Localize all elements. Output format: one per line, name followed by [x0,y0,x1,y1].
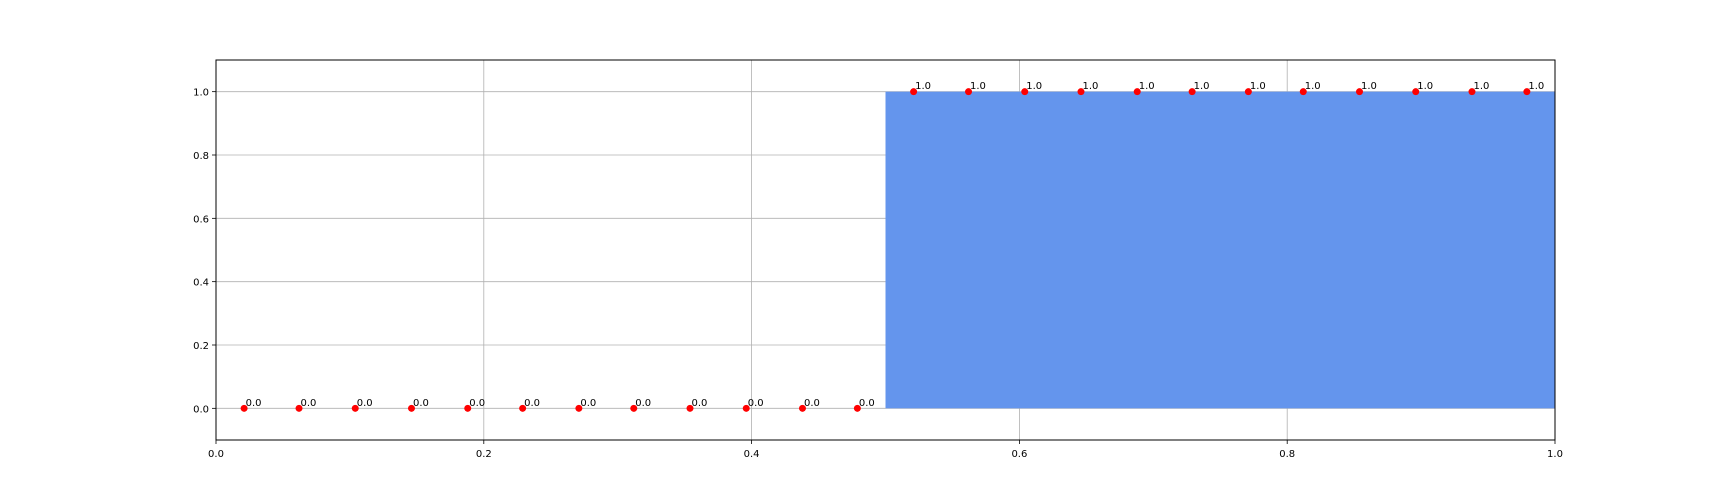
data-point [407,404,415,412]
x-tick-label: 0.0 [208,449,224,460]
data-label: 0.0 [635,398,651,409]
data-label: 0.0 [413,398,429,409]
data-label: 1.0 [1250,81,1266,92]
data-label: 1.0 [1194,81,1210,92]
data-label: 0.0 [357,398,373,409]
data-label: 1.0 [1082,81,1098,92]
data-label: 0.0 [246,398,262,409]
y-tick-label: 0.2 [193,341,209,352]
data-label: 1.0 [970,81,986,92]
data-label: 0.0 [859,398,875,409]
x-axis: 0.0 0.2 0.4 0.6 0.8 1.0 [208,440,1563,460]
data-label: 1.0 [1361,81,1377,92]
x-tick-label: 0.6 [1011,449,1027,460]
data-point [1299,88,1307,96]
data-label: 0.0 [748,398,764,409]
shaded-region [885,91,1555,409]
x-tick-label: 0.2 [476,449,492,460]
data-label: 1.0 [1139,81,1155,92]
data-label: 1.0 [1528,81,1544,92]
data-point [351,404,359,412]
data-label: 1.0 [1305,81,1321,92]
data-label: 0.0 [524,398,540,409]
data-point [686,404,694,412]
data-label: 1.0 [1026,81,1042,92]
data-point [965,88,973,96]
data-point [630,404,638,412]
data-point [1133,88,1141,96]
data-point [575,404,583,412]
y-tick-label: 0.8 [193,151,209,162]
data-label: 1.0 [1473,81,1489,92]
data-label: 1.0 [915,81,931,92]
data-label: 0.0 [580,398,596,409]
x-tick-label: 1.0 [1547,449,1563,460]
data-label: 1.0 [1417,81,1433,92]
data-point [1077,88,1085,96]
data-point [1188,88,1196,96]
data-point [1468,88,1476,96]
data-point [1356,88,1364,96]
data-point [464,404,472,412]
data-label: 0.0 [301,398,317,409]
y-axis: 0.0 0.2 0.4 0.6 0.8 1.0 [193,88,216,415]
data-point [1021,88,1029,96]
data-label: 0.0 [469,398,485,409]
data-point [798,404,806,412]
data-point [1523,88,1531,96]
data-label: 0.0 [804,398,820,409]
y-tick-label: 0.4 [193,278,209,289]
shaded-area [885,91,1555,409]
y-tick-label: 0.6 [193,214,209,225]
y-tick-label: 0.0 [193,404,209,415]
data-points: 0.0 0.0 0.0 0.0 0.0 0.0 0.0 0.0 0.0 0.0 0.0 0.0 1.0 1… [240,81,1544,412]
plot-frame [215,59,1556,441]
data-point [853,404,861,412]
y-tick-label: 1.0 [193,88,209,99]
data-point [295,404,303,412]
data-point [910,88,918,96]
data-point [1244,88,1252,96]
data-point [1412,88,1420,96]
data-point [240,404,248,412]
data-label: 0.0 [692,398,708,409]
data-point [742,404,750,412]
x-tick-label: 0.4 [744,449,760,460]
x-tick-label: 0.8 [1279,449,1295,460]
data-point [519,404,527,412]
